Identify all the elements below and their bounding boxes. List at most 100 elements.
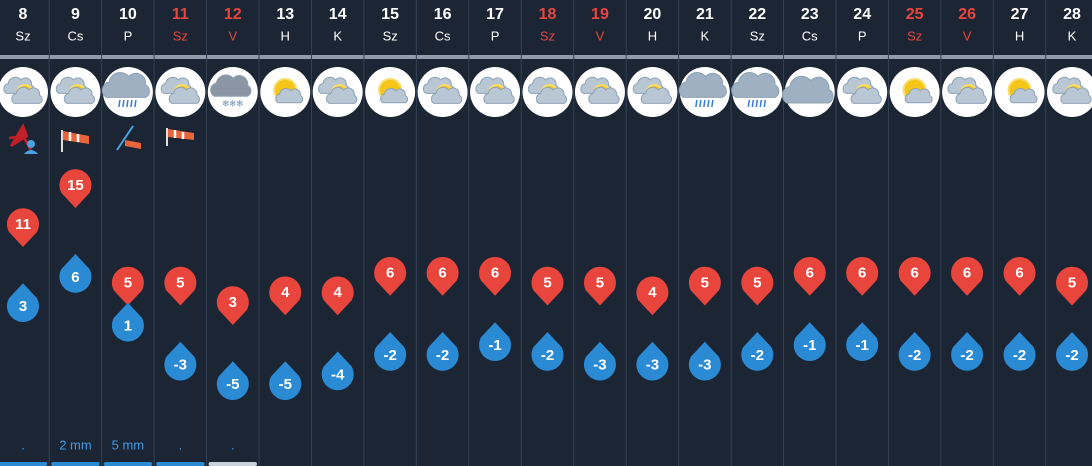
day-number: 25 [906, 6, 924, 23]
max-temp: 5 [1068, 274, 1076, 291]
cloud [850, 86, 882, 104]
weather-icon [470, 67, 521, 117]
rain-drop [118, 99, 121, 108]
min-temp: -2 [1065, 347, 1078, 364]
cloud [210, 74, 252, 97]
weather-icon [101, 67, 153, 117]
max-temp-pin [688, 266, 721, 306]
weekday: H [1015, 28, 1024, 43]
day-number: 9 [71, 6, 80, 23]
max-temp-pin [426, 257, 459, 296]
rain-drop [707, 99, 710, 108]
cloud [904, 88, 933, 104]
min-temp-pin [793, 322, 826, 361]
snowflake: ❄ [229, 98, 237, 108]
max-temp-pin [111, 266, 144, 306]
day-number: 11 [172, 6, 189, 23]
min-temp: -2 [436, 347, 449, 364]
max-temp: 6 [963, 265, 971, 282]
rain-drop [699, 99, 702, 108]
min-temp-pin [216, 361, 249, 400]
cloud [483, 86, 515, 104]
precip-bar [156, 462, 205, 466]
max-temp: 3 [229, 294, 237, 311]
day-number: 13 [276, 6, 294, 23]
cloud [955, 86, 987, 104]
max-temp-pin [1056, 266, 1088, 306]
precip-bar [208, 462, 258, 466]
weekday: Sz [173, 28, 188, 43]
max-temp: 15 [67, 177, 84, 194]
cloud [63, 86, 96, 104]
max-temp-pin [164, 266, 197, 306]
max-temp-pin [321, 276, 354, 316]
cloud [275, 88, 304, 104]
max-temp: 6 [1015, 265, 1023, 282]
weather-icon [574, 67, 625, 117]
max-temp-pin [636, 276, 669, 316]
rain-drop [695, 99, 698, 108]
max-temp: 5 [596, 274, 604, 291]
day-number: 24 [853, 6, 871, 23]
min-temp: -3 [174, 357, 187, 374]
cloud [11, 86, 43, 104]
weekday: Cs [68, 28, 84, 43]
weather-icon [155, 67, 206, 117]
max-temp-pin [583, 266, 616, 306]
min-temp: -2 [541, 347, 554, 364]
max-temp: 4 [334, 284, 343, 301]
max-temp-pin [216, 286, 249, 325]
weather-icon [942, 67, 993, 117]
min-temp: 3 [19, 298, 27, 315]
weather-icon [678, 67, 730, 117]
day-number: 27 [1011, 6, 1029, 23]
snowflake: ❄ [236, 98, 244, 108]
weather-icon: ❄ ❄ ❄ [207, 67, 258, 117]
day-number: 23 [801, 6, 819, 23]
min-temp: -4 [331, 366, 345, 383]
rain-drop [122, 99, 125, 108]
rain-drop [747, 99, 751, 108]
cloud [168, 86, 200, 104]
min-temp-pin [59, 254, 92, 293]
precipitation: . [231, 437, 235, 452]
min-temp-pin [6, 283, 40, 322]
weekday: K [701, 28, 710, 43]
weather-icon [627, 67, 678, 117]
weekday: H [648, 28, 657, 43]
min-temp-pin [164, 341, 197, 381]
max-temp-pin [269, 276, 302, 316]
max-temp: 5 [701, 274, 709, 291]
rain-drop [711, 99, 714, 108]
max-temp: 11 [15, 216, 31, 233]
cloud [430, 86, 463, 104]
min-temp: -2 [908, 347, 921, 364]
min-temp: -2 [960, 347, 973, 364]
wind-icon [116, 125, 141, 151]
cloud [380, 88, 409, 104]
weekday: P [491, 28, 500, 43]
wind-icon [8, 123, 38, 154]
cloud [1060, 86, 1092, 104]
max-temp: 5 [124, 274, 132, 291]
min-temp: -2 [383, 347, 396, 364]
max-temp: 4 [281, 284, 290, 301]
max-temp: 6 [386, 265, 394, 282]
weather-icon [731, 67, 783, 117]
day-number: 14 [329, 6, 347, 23]
min-temp: -3 [698, 357, 711, 374]
weekday: P [858, 28, 867, 43]
weather-icon [365, 67, 416, 117]
min-temp: 1 [124, 318, 132, 335]
precip-bar [51, 462, 100, 466]
max-temp-pin [741, 266, 774, 306]
precipitation: . [21, 437, 25, 452]
min-temp-pin [531, 332, 564, 371]
min-temp-pin [321, 351, 354, 391]
cloud [678, 71, 727, 98]
min-temp-pin [1003, 332, 1036, 371]
min-temp: -2 [1013, 347, 1026, 364]
max-temp-pin [846, 257, 879, 296]
weekday: Sz [907, 28, 922, 43]
